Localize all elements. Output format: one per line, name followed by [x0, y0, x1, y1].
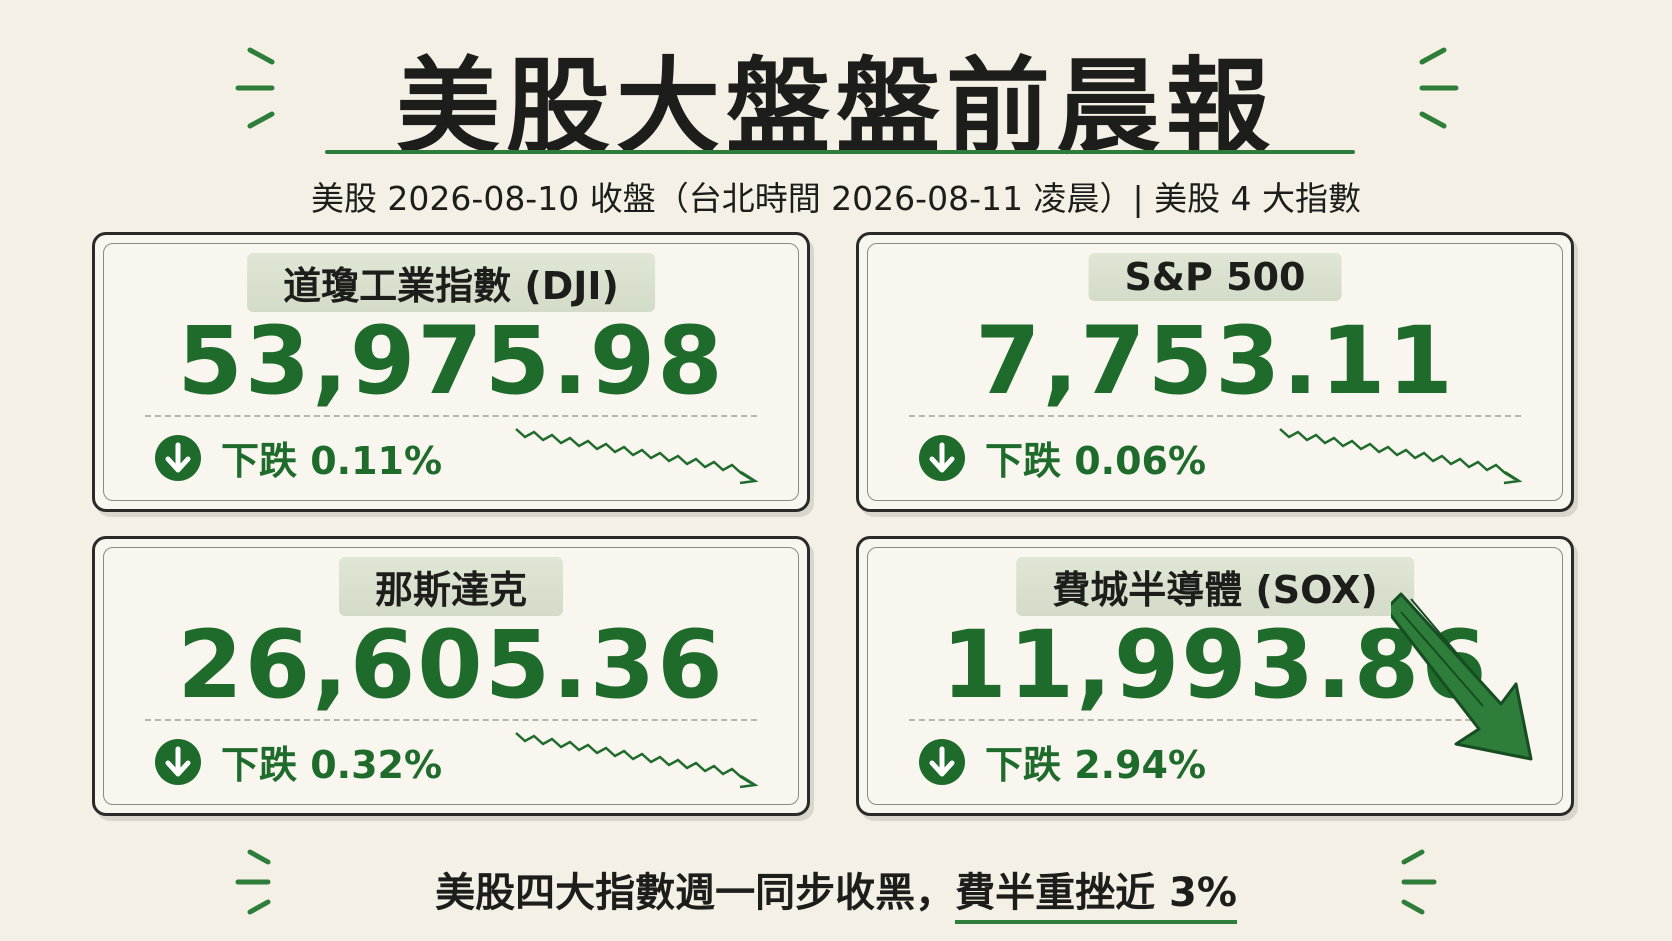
trend-line — [1279, 428, 1523, 485]
footer: 美股四大指數週一同步收黑，費半重挫近 3% — [0, 860, 1672, 924]
footer-text: 美股四大指數週一同步收黑， — [435, 870, 956, 916]
index-value: 26,605.36 — [177, 611, 725, 720]
index-name: S&P 500 — [1088, 253, 1342, 301]
index-name: 那斯達克 — [338, 557, 564, 616]
index-card: 費城半導體 (SOX) 11,993.86 下跌 2.94% — [856, 536, 1574, 816]
footer-highlight: 費半重挫近 3% — [955, 870, 1237, 924]
index-card: 道瓊工業指數 (DJI) 53,975.98 下跌 0.11% — [92, 232, 810, 512]
divider — [145, 415, 757, 417]
change-text: 下跌 2.94% — [985, 743, 1207, 787]
down-icon — [155, 434, 201, 481]
index-value: 53,975.98 — [177, 307, 725, 416]
trend-line — [515, 732, 759, 789]
change-row: 下跌 0.06% — [917, 430, 1206, 485]
divider — [145, 719, 757, 721]
index-name: 道瓊工業指數 (DJI) — [247, 253, 655, 312]
down-icon — [919, 434, 965, 481]
down-icon — [919, 738, 965, 785]
title: 美股大盤盤前晨報 — [395, 46, 1276, 168]
index-card: 那斯達克 26,605.36 下跌 0.32% — [92, 536, 810, 816]
divider — [909, 415, 1521, 417]
change-row: 下跌 2.94% — [917, 734, 1206, 789]
trend-line — [515, 428, 759, 485]
card-border — [867, 547, 1563, 805]
index-value: 11,993.86 — [941, 611, 1489, 720]
subtitle: 美股 2026-08-10 收盤（台北時間 2026-08-11 凌晨）| 美股… — [310, 179, 1362, 218]
index-card: S&P 500 7,753.11 下跌 0.06% — [856, 232, 1574, 512]
index-value: 7,753.11 — [975, 307, 1455, 416]
change-text: 下跌 0.11% — [221, 439, 443, 483]
change-row: 下跌 0.11% — [153, 430, 442, 485]
card-border — [103, 547, 799, 805]
divider — [909, 719, 1521, 721]
card-border — [867, 243, 1563, 501]
change-text: 下跌 0.32% — [221, 743, 443, 787]
card-grid: 道瓊工業指數 (DJI) 53,975.98 下跌 0.11% S&P 500 7,75… — [92, 232, 1574, 816]
index-name: 費城半導體 (SOX) — [1016, 557, 1414, 616]
change-row: 下跌 0.32% — [153, 734, 442, 789]
card-border — [103, 243, 799, 501]
change-text: 下跌 0.06% — [985, 439, 1207, 483]
title-underline — [325, 150, 1355, 154]
down-icon — [155, 738, 201, 785]
down-arrow — [1391, 592, 1533, 761]
